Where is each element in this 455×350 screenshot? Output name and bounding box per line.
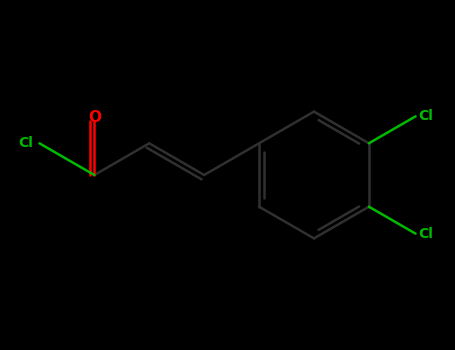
Text: Cl: Cl xyxy=(18,136,33,150)
Text: Cl: Cl xyxy=(419,227,434,241)
Text: Cl: Cl xyxy=(419,109,434,123)
Text: O: O xyxy=(88,111,101,125)
